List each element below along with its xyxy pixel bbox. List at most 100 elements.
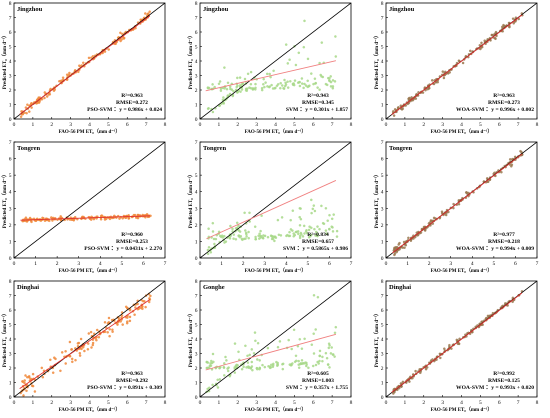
y-tick-label: 4 [381, 59, 384, 65]
scatter-point [91, 341, 95, 345]
scatter-point [242, 237, 246, 241]
scatter-point [26, 103, 29, 106]
scatter-point [279, 81, 282, 85]
scatter-point [111, 330, 114, 333]
scatter-point [254, 237, 258, 241]
scatter-point [310, 233, 313, 237]
scatter-point [218, 378, 222, 381]
scatter-point [121, 32, 124, 36]
scatter-point [325, 356, 329, 360]
scatter-point [128, 319, 132, 323]
scatter-point [68, 340, 72, 344]
fit-line [19, 299, 151, 390]
scatter-point [218, 366, 221, 370]
y-tick-label: 8 [9, 279, 12, 285]
scatter-point [212, 360, 215, 364]
x-tick-label: 3 [255, 122, 258, 128]
x-tick-label: 7 [164, 261, 167, 267]
scatter-point [299, 217, 303, 221]
scatter-point [288, 234, 292, 238]
scatter-point [254, 339, 257, 343]
scatter-point [314, 328, 317, 331]
x-tick-label: 6 [498, 122, 501, 128]
scatter-point [324, 351, 328, 355]
y-tick-label: 0 [9, 117, 12, 123]
scatter-point [320, 204, 323, 208]
y-axis-label: Predicted ET₀（mm d⁻¹） [2, 33, 8, 89]
x-axis-label: FAO-56 PM ET₀（mm d⁻¹） [59, 129, 121, 135]
scatter-point [234, 227, 238, 230]
x-axis-label: FAO-56 PM ET₀（mm d⁻¹） [431, 268, 493, 274]
scatter-point [321, 355, 324, 359]
equation-label: WOA-SVM ：y = 0.993x + 0.020 [456, 385, 534, 391]
scatter-point [294, 354, 298, 358]
scatter-point [240, 367, 244, 371]
rmse-label: RMSE=0.272 [116, 100, 148, 106]
scatter-point [22, 394, 25, 397]
plot-frame [13, 141, 166, 259]
scatter-point [261, 237, 265, 240]
scatter-point [211, 230, 215, 233]
scatter-point [51, 219, 54, 222]
scatter-point [251, 88, 255, 91]
x-tick-label: 2 [422, 122, 425, 128]
scatter-point [77, 341, 81, 345]
scatter-point [326, 219, 329, 222]
y-tick-label: 2 [9, 366, 12, 372]
y-tick-label: 5 [195, 323, 198, 329]
y-tick-label: 4 [9, 59, 12, 65]
scatter-point [291, 83, 295, 86]
scatter-point [238, 76, 242, 79]
scatter-point [223, 362, 226, 365]
scatter-point [458, 337, 461, 341]
scatter-point [228, 235, 231, 239]
scatter-point [45, 95, 49, 98]
scatter-point [245, 235, 248, 238]
scatter-point [316, 86, 319, 89]
scatter-point [118, 217, 121, 220]
scatter-point [250, 360, 254, 364]
scatter-point [206, 252, 210, 256]
rmse-label: RMSE=0.345 [302, 100, 334, 106]
scatter-point [114, 42, 117, 45]
scatter-point [310, 72, 313, 75]
scatter-point [236, 84, 239, 88]
scatter-point [21, 380, 25, 383]
scatter-point [318, 354, 322, 358]
scatter-point [281, 367, 285, 371]
panel-title: Jingzhou [17, 6, 43, 13]
fit-line [19, 15, 151, 115]
scatter-point [410, 96, 413, 99]
y-tick-label: 1 [195, 381, 198, 387]
scatter-points [206, 198, 339, 256]
scatter-point [247, 230, 250, 234]
scatter-point [256, 341, 260, 345]
y-tick-label: 4 [195, 337, 198, 343]
scatter-point [240, 237, 244, 241]
x-tick-label: 4 [285, 261, 288, 267]
scatter-point [253, 331, 257, 334]
fit-line [206, 180, 337, 240]
scatter-point [206, 86, 210, 90]
x-tick-label: 3 [69, 122, 72, 128]
x-tick-label: 5 [120, 261, 123, 267]
scatter-point [260, 235, 263, 238]
scatter-point [31, 372, 35, 376]
scatter-point [303, 232, 306, 235]
scatter-point [485, 177, 489, 180]
scatter-point [318, 349, 322, 353]
y-tick-label: 2 [381, 223, 384, 229]
scatter-point [249, 82, 253, 86]
scatter-point [259, 229, 262, 233]
x-tick-label: 7 [331, 122, 334, 128]
scatter-point [258, 232, 261, 235]
scatter-point [510, 165, 513, 168]
scatter-point [312, 332, 315, 335]
scatter-point [79, 337, 83, 341]
y-tick-label: 7 [195, 294, 198, 300]
scatter-point [23, 381, 26, 385]
scatter-point [511, 17, 515, 20]
scatter-point [299, 231, 303, 235]
scatter-point [90, 346, 93, 349]
scatter-point [76, 344, 80, 348]
